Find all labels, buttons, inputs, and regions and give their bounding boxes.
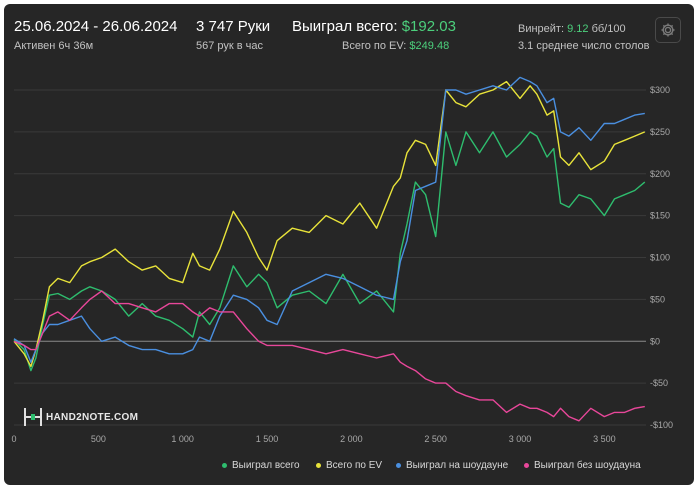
y-tick-label: $250 <box>650 127 670 137</box>
logo-text: HAND2NOTE.COM <box>46 412 139 423</box>
won-total-label: Выиграл всего: <box>292 18 398 35</box>
won-total: Выиграл всего: $192.03 <box>292 18 456 35</box>
legend-label: Выиграл на шоудауне <box>406 460 509 471</box>
settings-button[interactable] <box>655 17 681 43</box>
x-tick-label: 0 <box>11 434 16 444</box>
hands-per-hour: 567 рук в час <box>196 40 264 52</box>
y-tick-label: -$50 <box>650 378 668 388</box>
series-line-0 <box>13 131 646 372</box>
average-tables: 3.1 среднее число столов <box>518 40 650 52</box>
hands-count: 3 747 Руки <box>196 18 271 35</box>
x-tick-label: 1 000 <box>171 434 194 444</box>
graph-panel <box>4 4 694 485</box>
y-tick-label: $50 <box>650 294 665 304</box>
series-line-2 <box>13 76 645 363</box>
x-tick-label: 500 <box>91 434 106 444</box>
series-lines <box>13 76 646 422</box>
y-tick-label: -$100 <box>650 420 673 430</box>
legend-dot <box>222 462 227 468</box>
y-tick-label: $100 <box>650 253 670 263</box>
legend-dot <box>316 462 321 468</box>
x-tick-label: 1 500 <box>256 434 279 444</box>
legend-item-won-total[interactable]: Выиграл всего <box>222 460 300 471</box>
legend-label: Выиграл без шоудауна <box>534 460 641 471</box>
legend-label: Всего по EV <box>326 460 383 471</box>
y-tick-label: $300 <box>650 85 670 95</box>
date-range: 25.06.2024 - 26.06.2024 <box>14 18 178 35</box>
winrate-value: 9.12 <box>567 23 589 35</box>
y-tick-label: $150 <box>650 211 670 221</box>
hand2note-logo-icon <box>24 408 42 426</box>
x-tick-label: 2 000 <box>340 434 363 444</box>
x-tick-label: 3 500 <box>593 434 616 444</box>
x-tick-label: 3 000 <box>509 434 532 444</box>
ev-total: Всего по EV: $249.48 <box>342 40 449 52</box>
active-time: Активен 6ч 36м <box>14 40 94 52</box>
legend-item-showdown[interactable]: Выиграл на шоудауне <box>396 460 508 471</box>
grid <box>14 89 646 426</box>
winrate-label: Винрейт: <box>518 23 565 35</box>
x-tick-label: 2 500 <box>424 434 447 444</box>
winrate-unit: бб/100 <box>591 23 626 35</box>
winrate: Винрейт: 9.12 бб/100 <box>518 23 626 35</box>
ev-total-value: $249.48 <box>409 40 450 52</box>
ev-total-label: Всего по EV: <box>342 40 407 52</box>
won-total-value: $192.03 <box>401 18 456 35</box>
legend-item-non-showdown[interactable]: Выиграл без шоудауна <box>524 460 641 471</box>
gear-icon <box>661 23 675 37</box>
legend-dot <box>396 462 401 468</box>
legend-label: Выиграл всего <box>232 460 300 471</box>
y-tick-label: $0 <box>650 336 660 346</box>
series-line-3 <box>13 290 645 422</box>
series-line-1 <box>13 80 646 368</box>
legend-dot <box>524 462 529 468</box>
y-tick-label: $200 <box>650 169 670 179</box>
legend-item-ev[interactable]: Всего по EV <box>316 460 382 471</box>
y-axis: -$100 -$50 $0 $50 $100 $150 $200 $250 $300 <box>650 85 673 430</box>
x-axis: 0 500 1 000 1 500 2 000 2 500 3 000 3 500 <box>11 434 615 444</box>
